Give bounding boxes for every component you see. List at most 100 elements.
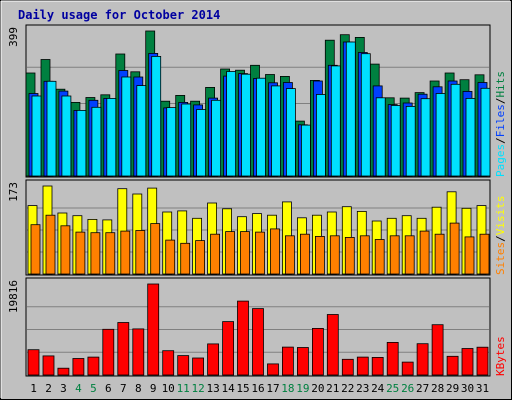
bar-sites-day-16 [255, 231, 265, 275]
x-tick-label: 24 [371, 382, 385, 395]
bar-pages-day-9 [151, 56, 162, 177]
bar-sites-day-22 [344, 236, 355, 275]
bar-sites-day-5 [90, 232, 101, 275]
bar-kbytes-day-2 [42, 355, 55, 376]
legend-entry: Visits [494, 196, 507, 236]
chart-title: Daily usage for October 2014 [18, 8, 220, 22]
bar-kbytes-day-1 [27, 349, 40, 376]
panel-visits-sites: 173 Sites/Visits [7, 179, 507, 276]
bar-sites-day-31 [479, 233, 490, 275]
panel-kbytes: 19816 KBytes [7, 277, 507, 377]
bar-sites-day-10 [165, 239, 176, 275]
bar-sites-day-14 [225, 231, 236, 275]
bar-kbytes-day-4 [72, 358, 85, 376]
bar-kbytes-day-7 [117, 322, 130, 376]
bar-pages-day-3 [61, 95, 72, 177]
x-tick-label: 18 [281, 382, 294, 395]
bar-pages-day-21 [330, 65, 341, 177]
bar-kbytes-day-8 [132, 328, 145, 376]
bar-kbytes-day-14 [222, 321, 235, 376]
bar-sites-day-20 [314, 235, 325, 275]
legend-entry: Pages [494, 144, 507, 177]
bar-pages-day-25 [390, 105, 401, 177]
x-tick-label: 30 [461, 382, 474, 395]
x-tick-label: 29 [446, 382, 459, 395]
bar-pages-day-26 [405, 106, 416, 177]
bar-sites-day-3 [60, 225, 71, 275]
x-tick-label: 17 [266, 382, 279, 395]
bar-kbytes-day-28 [431, 324, 444, 376]
bar-kbytes-day-9 [147, 283, 160, 376]
x-tick-label: 20 [311, 382, 324, 395]
bar-pages-day-23 [360, 53, 371, 177]
bar-pages-day-7 [121, 76, 132, 177]
bar-sites-day-13 [210, 233, 221, 275]
bar-kbytes-day-18 [281, 346, 294, 376]
x-tick-label: 31 [476, 382, 489, 395]
bar-pages-day-15 [241, 73, 251, 177]
x-tick-label: 15 [236, 382, 249, 395]
bar-kbytes-day-10 [162, 350, 175, 376]
panel-legend: Pages/Files/Hits [494, 71, 507, 177]
x-tick-label: 12 [191, 382, 204, 395]
chart-panels: 399 Pages/Files/Hits 173Sites/Visits19816K… [7, 24, 507, 377]
bar-kbytes-day-22 [341, 358, 354, 376]
bar-pages-day-30 [465, 98, 476, 177]
x-axis-day-labels: 1 2 3 4 5 6 7 8 9 10 11 12 13 14 15 16 17 18 19 20 21 22 23 24 2… [30, 382, 489, 395]
panel-legend: KBytes [494, 336, 507, 376]
bar-pages-day-6 [106, 98, 117, 177]
bar-sites-day-4 [75, 231, 86, 275]
bar-sites-day-11 [180, 242, 191, 275]
x-tick-label: 28 [431, 382, 444, 395]
x-tick-label: 27 [416, 382, 429, 395]
bar-sites-day-8 [135, 230, 146, 275]
bar-pages-day-13 [211, 99, 222, 177]
panel-legend: Sites/Visits [494, 196, 507, 276]
x-tick-label: 14 [221, 382, 235, 395]
bar-sites-day-25 [389, 235, 400, 275]
panel-max-label: 399 [7, 27, 20, 47]
bar-kbytes-day-5 [87, 356, 100, 376]
legend-entry: KBytes [494, 336, 507, 376]
bar-pages-day-8 [136, 85, 147, 177]
bar-sites-day-9 [150, 223, 161, 275]
bar-kbytes-day-13 [207, 343, 220, 376]
bar-pages-day-2 [46, 80, 57, 177]
bar-pages-day-27 [420, 98, 431, 177]
bar-kbytes-day-27 [416, 343, 429, 376]
bar-sites-day-1 [30, 224, 41, 275]
bar-sites-day-17 [270, 228, 280, 275]
x-tick-label: 8 [135, 382, 142, 395]
bar-sites-day-6 [105, 232, 116, 275]
bar-sites-day-27 [419, 230, 430, 275]
panel-hits-files-pages: 399 Pages/Files/Hits [7, 24, 507, 178]
bar-pages-day-22 [345, 41, 356, 177]
x-tick-label: 6 [105, 382, 112, 395]
x-tick-label: 11 [177, 382, 190, 395]
bar-kbytes-day-6 [102, 328, 115, 376]
x-tick-label: 13 [206, 382, 219, 395]
bar-sites-day-21 [329, 235, 340, 275]
bar-pages-day-4 [76, 110, 87, 177]
bar-pages-day-16 [256, 77, 266, 177]
bar-pages-day-11 [181, 103, 192, 177]
bar-sites-day-15 [240, 231, 250, 275]
x-tick-label: 9 [150, 382, 157, 395]
bar-sites-day-2 [45, 214, 56, 275]
bar-sites-day-30 [464, 236, 475, 275]
x-tick-label: 25 [386, 382, 399, 395]
legend-entry: Sites [494, 242, 507, 275]
bar-kbytes-day-25 [386, 341, 399, 376]
bar-pages-day-14 [226, 71, 237, 177]
bar-sites-day-19 [299, 233, 310, 275]
bar-sites-day-18 [284, 235, 295, 275]
bar-kbytes-day-12 [192, 357, 205, 376]
legend-entry: Hits [494, 71, 507, 98]
x-tick-label: 19 [296, 382, 309, 395]
bar-kbytes-day-17 [267, 363, 279, 376]
bar-pages-day-29 [450, 83, 461, 177]
x-tick-label: 26 [401, 382, 414, 395]
x-tick-label: 22 [341, 382, 354, 395]
x-tick-label: 21 [326, 382, 339, 395]
bar-pages-day-12 [196, 109, 207, 177]
